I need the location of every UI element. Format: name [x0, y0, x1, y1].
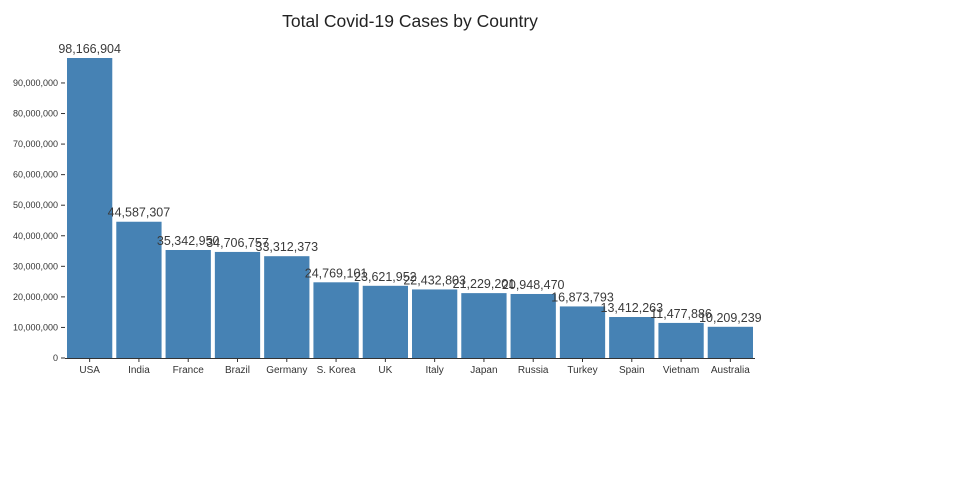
x-axis-category-label: Spain: [619, 365, 645, 376]
y-axis-tick-label: 30,000,000: [13, 261, 58, 271]
x-axis-category-label: USA: [79, 365, 100, 376]
bar-value-label: 33,312,373: [256, 240, 319, 254]
bar-france: [165, 249, 211, 358]
x-axis-category-label: France: [173, 365, 205, 376]
bar-turkey: [559, 306, 606, 358]
bar-value-label: 13,412,263: [601, 301, 664, 315]
bar-vietnam: [658, 322, 704, 358]
y-axis-tick-label: 40,000,000: [13, 231, 58, 241]
y-axis-tick-label: 90,000,000: [13, 78, 58, 88]
bar-value-label: 23,621,952: [354, 270, 417, 284]
x-axis-category-label: Russia: [518, 365, 549, 376]
x-axis-category-label: Italy: [425, 365, 443, 376]
bar-japan: [461, 293, 507, 358]
x-axis-category-label: Turkey: [567, 365, 597, 376]
bar-value-label: 22,432,803: [403, 273, 466, 287]
bar-value-label: 20,948,470: [502, 278, 565, 292]
bar-s-korea: [313, 282, 359, 358]
y-axis-tick-label: 80,000,000: [13, 109, 58, 119]
bar-uk: [362, 285, 408, 358]
bar-brazil: [214, 251, 261, 358]
bar-value-label: 21,229,201: [453, 277, 516, 291]
x-axis-category-label: Germany: [266, 365, 307, 376]
y-axis-tick-label: 20,000,000: [13, 292, 58, 302]
bar-russia: [510, 293, 556, 358]
x-axis-category-label: Japan: [470, 365, 497, 376]
bar-value-label: 10,209,239: [699, 311, 762, 325]
y-axis-tick-label: 60,000,000: [13, 170, 58, 180]
chart-title: Total Covid-19 Cases by Country: [282, 11, 538, 31]
bar-value-label: 35,342,950: [157, 234, 220, 248]
bar-india: [116, 221, 162, 358]
bar-spain: [609, 317, 655, 358]
y-axis-tick-label: 50,000,000: [13, 200, 58, 210]
bar-value-label: 98,166,904: [58, 42, 121, 56]
x-axis-category-label: S. Korea: [317, 365, 356, 376]
bar-value-label: 16,873,793: [551, 290, 614, 304]
x-axis-category-label: Brazil: [225, 365, 250, 376]
bar-value-label: 34,706,757: [206, 236, 269, 250]
y-axis-tick-label: 0: [53, 353, 58, 363]
x-axis-category-label: Australia: [711, 365, 750, 376]
y-axis-tick-label: 70,000,000: [13, 139, 58, 149]
bar-value-label: 11,477,886: [650, 307, 712, 321]
bar-value-label: 44,587,307: [108, 206, 171, 220]
x-axis-category-label: Vietnam: [663, 365, 700, 376]
bar-value-label: 24,769,101: [305, 266, 368, 280]
bar-australia: [707, 326, 753, 358]
y-axis-tick-label: 10,000,000: [13, 322, 58, 332]
x-axis-category-label: UK: [378, 365, 392, 376]
bar-italy: [412, 289, 458, 358]
bar-usa: [67, 58, 113, 358]
x-axis-category-label: India: [128, 365, 150, 376]
bar-germany: [264, 256, 310, 358]
